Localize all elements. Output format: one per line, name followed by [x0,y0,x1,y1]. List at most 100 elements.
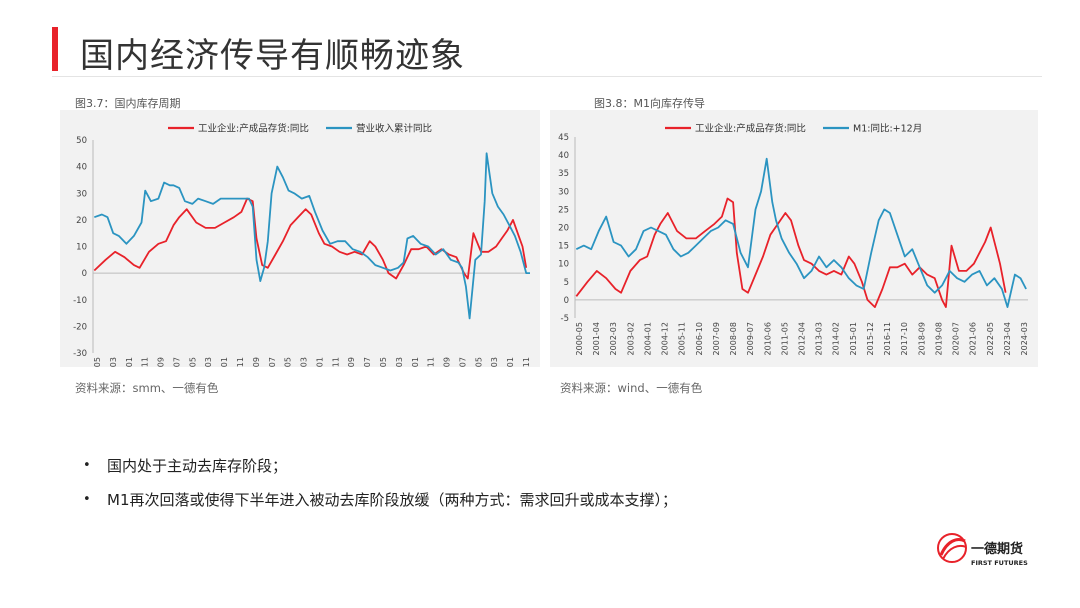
x-tick-label: 2018-09 [917,322,926,355]
chart2-panel: 45 40 35 30 25 20 15 10 5 0 -5 2000-05 2001-04 2002-0… [550,110,1038,367]
chart1-caption: 图3.7：国内库存周期 [75,97,181,110]
bullet-text: M1再次回落或使得下半年进入被动去库阶段放缓（两种方式：需求回升或成本支撑）； [107,490,677,509]
chart1-svg: 50 40 30 20 10 0 -10 -20 -30 2000-05 2001-03 2002-0… [73,123,531,391]
legend-label: 营业收入累计同比 [356,123,432,135]
y-tick-label: 5 [564,278,569,288]
y-tick-label: 45 [558,133,569,143]
x-tick-label: 2004-12 [661,322,670,355]
y-tick-label: 0 [82,269,87,279]
y-tick-label: 15 [558,242,569,252]
x-tick-label: 2011-03 [300,357,309,367]
x-tick-label: 2006-10 [695,322,704,355]
series-line-2 [93,152,530,320]
x-tick-label: 2002-01 [125,357,134,367]
x-tick-label: 2007-11 [236,357,245,367]
legend-label: M1:同比:+12月 [853,123,922,135]
chart2-caption: 图3.8：M1向库存传导 [594,97,705,110]
x-tick-label: 2015-05 [379,357,388,367]
chart2-source: 资料来源：wind、一德有色 [560,381,703,395]
y-tick-label: 20 [76,216,87,226]
chart1-source: 资料来源：smm、一德有色 [75,381,219,395]
bullet-item: • M1再次回落或使得下半年进入被动去库阶段放缓（两种方式：需求回升或成本支撑）… [83,482,677,516]
title-divider [52,76,1042,77]
x-tick-label: 2014-02 [832,322,841,355]
series-line-1 [93,197,528,280]
y-tick-label: 25 [558,205,569,215]
series-line-1 [575,197,1007,308]
x-tick-label: 2011-05 [780,322,789,355]
x-tick-label: 2002-03 [609,322,618,355]
x-tick-label: 2013-09 [347,357,356,367]
legend-label: 工业企业:产成品存货:同比 [695,123,806,135]
x-tick-label: 2017-11 [427,357,436,367]
x-tick-label: 2008-08 [729,322,738,355]
x-tick-label: 2015-12 [866,322,875,355]
x-tick-label: 2000-05 [575,322,584,355]
x-tick-label: 2019-07 [458,357,467,367]
x-tick-label: 2009-07 [268,357,277,367]
x-tick-label: 2018-09 [443,357,452,367]
x-tick-label: 2013-03 [815,322,824,355]
bullet-dot: • [83,457,91,473]
bullet-list: • 国内处于主动去库存阶段； • M1再次回落或使得下半年进入被动去库阶段放缓（… [83,448,677,516]
x-tick-label: 2020-07 [952,322,961,355]
x-tick-label: 2022-01 [506,357,515,367]
x-tick-label: 2022-11 [522,357,531,367]
x-tick-label: 2023-04 [1003,322,1012,355]
y-tick-label: -10 [73,296,87,306]
x-tick-label: 2001-04 [592,322,601,355]
x-tick-label: 2002-11 [141,357,150,367]
x-tick-label: 2019-08 [934,322,943,355]
x-tick-label: 2015-01 [849,322,858,355]
x-tick-label: 2010-05 [284,357,293,367]
x-tick-label: 2017-10 [900,322,909,355]
x-tick-label: 2003-09 [157,357,166,367]
x-tick-label: 2007-01 [220,357,229,367]
y-tick-label: 0 [564,296,569,306]
y-tick-label: 30 [558,187,569,197]
x-tick-label: 2016-03 [395,357,404,367]
logo-icon: 一德期货 FIRST FUTURES [937,533,1028,567]
x-tick-label: 2005-05 [188,357,197,367]
company-logo: 一德期货 FIRST FUTURES [935,531,1035,571]
x-tick-label: 2024-03 [1020,322,1029,355]
logo-en-text: FIRST FUTURES [971,559,1028,567]
series-line-2 [575,157,1027,308]
x-tick-label: 2003-02 [626,322,635,355]
logo-cn-text: 一德期货 [971,541,1023,557]
x-tick-label: 2014-07 [363,357,372,367]
chart1-panel: 50 40 30 20 10 0 -10 -20 -30 2000-05 2001-03 2002-0… [60,110,540,391]
y-tick-label: 40 [76,163,87,173]
x-tick-label: 2021-03 [490,357,499,367]
x-tick-label: 2005-11 [678,322,687,355]
bullet-text: 国内处于主动去库存阶段； [107,456,288,475]
bullet-dot: • [83,491,91,507]
x-tick-label: 2009-07 [746,322,755,355]
x-tick-label: 2020-05 [474,357,483,367]
x-tick-label: 2000-05 [93,357,102,367]
y-tick-label: 50 [76,136,87,146]
x-tick-label: 2006-03 [204,357,213,367]
title-accent-bar [52,27,58,71]
x-tick-label: 2008-09 [252,357,261,367]
x-tick-label: 2004-07 [172,357,181,367]
x-tick-label: 2004-01 [643,322,652,355]
y-tick-label: -20 [73,322,87,332]
x-tick-label: 2010-06 [763,322,772,355]
x-tick-label: 2017-01 [411,357,420,367]
x-tick-label: 2001-03 [109,357,118,367]
page-title: 国内经济传导有顺畅迹象 [80,36,465,76]
y-tick-label: 10 [558,260,569,270]
x-tick-label: 2022-05 [986,322,995,355]
y-tick-label: 10 [76,243,87,253]
y-tick-label: 35 [558,169,569,179]
y-tick-label: 30 [76,189,87,199]
x-tick-label: 2012-04 [798,322,807,355]
x-tick-label: 2021-06 [969,322,978,355]
y-tick-label: 40 [558,151,569,161]
chart2-svg: 45 40 35 30 25 20 15 10 5 0 -5 2000-05 2001-04 2002-0… [558,123,1029,356]
y-tick-label: -30 [73,349,87,359]
x-tick-label: 2007-09 [712,322,721,355]
x-tick-label: 2012-11 [331,357,340,367]
legend-label: 工业企业:产成品存货:同比 [198,123,309,135]
